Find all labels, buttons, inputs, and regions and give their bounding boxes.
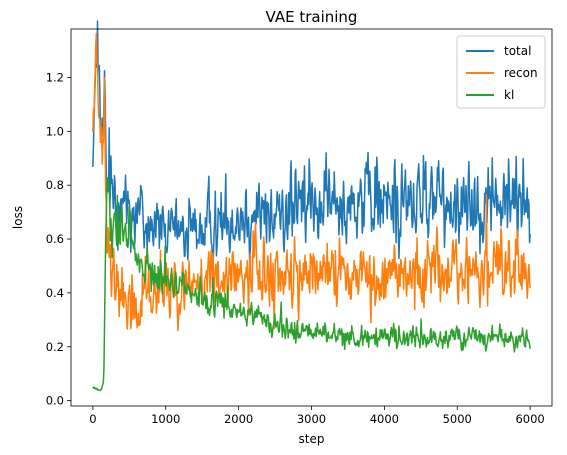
legend-label-total: total xyxy=(504,44,531,58)
x-tick-label: 3000 xyxy=(297,412,326,426)
y-tick-label: 0.6 xyxy=(46,232,64,246)
x-axis-label: step xyxy=(299,432,325,446)
series-line-kl xyxy=(92,177,531,392)
legend-box xyxy=(456,35,546,109)
y-axis: 0.0 0.2 0.4 0.6 0.8 1.0 1.2 xyxy=(46,70,71,408)
y-tick-label: 1.2 xyxy=(46,70,64,84)
series-layer xyxy=(92,20,531,392)
legend-label-kl: kl xyxy=(504,88,514,102)
x-tick-label: 6000 xyxy=(515,412,544,426)
chart-title: VAE training xyxy=(266,8,358,26)
legend-label-recon: recon xyxy=(504,66,538,80)
x-tick-label: 1000 xyxy=(151,412,180,426)
y-tick-label: 0.2 xyxy=(46,340,64,354)
series-line-recon xyxy=(92,32,531,332)
y-axis-label: loss xyxy=(11,206,25,229)
y-tick-label: 1.0 xyxy=(46,124,64,138)
x-tick-label: 2000 xyxy=(224,412,253,426)
x-axis: 0 1000 2000 3000 4000 5000 6000 xyxy=(89,406,545,426)
x-tick-label: 0 xyxy=(89,412,96,426)
x-tick-label: 5000 xyxy=(443,412,472,426)
legend: total recon kl xyxy=(456,35,546,109)
y-tick-label: 0.4 xyxy=(46,286,64,300)
y-tick-label: 0.8 xyxy=(46,178,64,192)
x-tick-label: 4000 xyxy=(370,412,399,426)
y-tick-label: 0.0 xyxy=(46,394,64,408)
